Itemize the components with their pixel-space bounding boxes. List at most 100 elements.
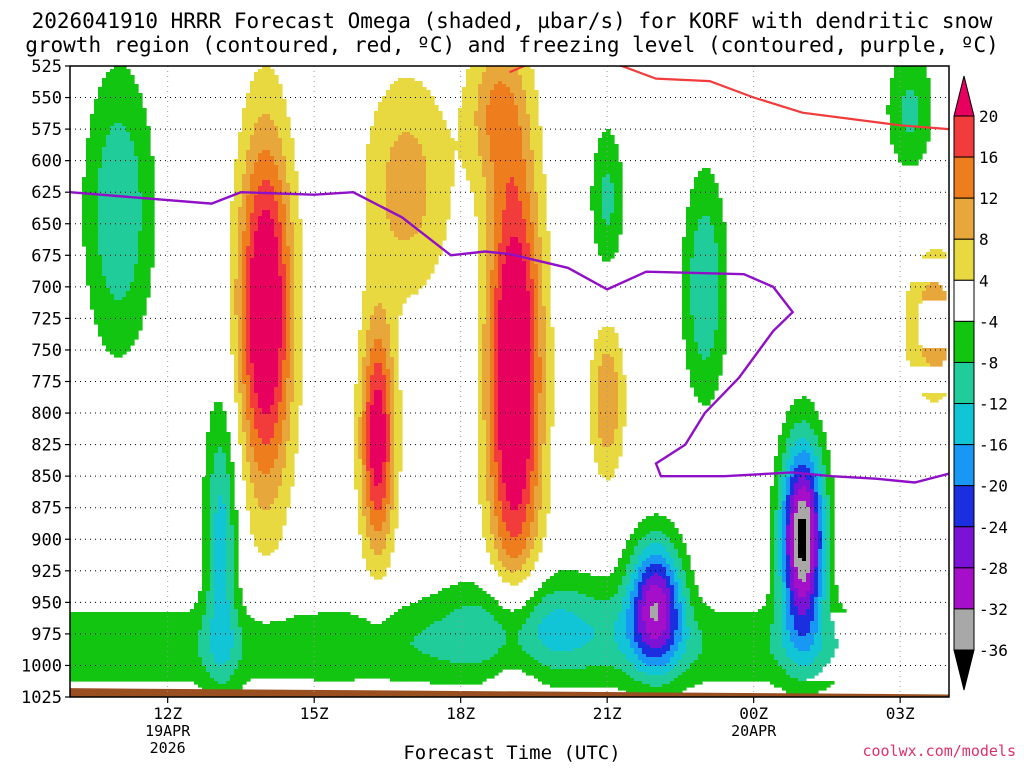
omega-cell xyxy=(498,330,531,334)
omega-cell xyxy=(394,396,403,400)
omega-cell xyxy=(214,531,227,535)
omega-cell xyxy=(210,489,231,493)
omega-cell xyxy=(374,399,383,403)
omega-cell xyxy=(286,225,295,229)
omega-cell xyxy=(606,129,611,133)
omega-cell xyxy=(134,153,151,157)
omega-cell xyxy=(534,294,539,298)
omega-cell xyxy=(234,312,243,316)
omega-cell xyxy=(894,66,927,70)
omega-cell xyxy=(394,492,399,496)
omega-cell xyxy=(478,273,487,277)
omega-cell xyxy=(542,252,551,256)
omega-cell xyxy=(226,465,235,469)
omega-cell xyxy=(502,579,523,583)
omega-cell xyxy=(242,186,251,190)
omega-cell xyxy=(274,162,287,166)
omega-cell xyxy=(98,90,139,94)
omega-cell xyxy=(254,246,279,250)
omega-cell xyxy=(822,576,827,580)
omega-cell xyxy=(598,378,619,382)
omega-cell xyxy=(366,270,435,274)
omega-cell xyxy=(250,465,259,469)
omega-cell xyxy=(278,174,287,178)
omega-cell xyxy=(242,255,247,259)
omega-cell xyxy=(274,387,283,391)
omega-cell xyxy=(86,162,103,166)
omega-cell xyxy=(426,171,455,175)
omega-cell xyxy=(818,540,823,544)
omega-cell xyxy=(294,315,303,319)
omega-cell xyxy=(614,570,627,574)
omega-cell xyxy=(494,213,503,217)
omega-cell xyxy=(86,264,103,268)
omega-cell xyxy=(394,378,399,382)
omega-cell xyxy=(486,129,523,133)
omega-cell xyxy=(718,246,727,250)
omega-cell xyxy=(922,297,947,301)
omega-cell xyxy=(818,483,823,487)
omega-cell xyxy=(282,420,291,424)
omega-cell xyxy=(498,282,503,286)
omega-cell xyxy=(686,603,691,607)
omega-cell xyxy=(482,363,491,367)
omega-cell xyxy=(366,435,371,439)
omega-cell xyxy=(694,234,715,238)
omega-cell xyxy=(498,471,503,475)
omega-cell xyxy=(786,450,791,454)
omega-cell xyxy=(546,321,551,325)
omega-cell xyxy=(490,531,499,535)
omega-cell xyxy=(206,438,231,442)
omega-cell xyxy=(366,411,371,415)
omega-cell xyxy=(490,270,499,274)
omega-cell xyxy=(286,384,295,388)
omega-cell xyxy=(774,513,779,517)
omega-cell xyxy=(230,342,239,346)
omega-cell xyxy=(590,207,603,211)
omega-cell xyxy=(366,258,439,262)
omega-cell xyxy=(494,426,499,430)
omega-cell xyxy=(686,624,699,628)
omega-cell xyxy=(290,408,299,412)
omega-cell xyxy=(254,252,279,256)
omega-cell xyxy=(390,531,395,535)
omega-cell xyxy=(542,618,583,622)
omega-cell xyxy=(626,585,635,589)
omega-cell xyxy=(498,402,531,406)
omega-cell xyxy=(246,165,255,169)
omega-cell xyxy=(818,555,823,559)
omega-cell xyxy=(478,222,487,226)
omega-cell xyxy=(482,168,495,172)
omega-cell xyxy=(530,372,535,376)
omega-cell xyxy=(234,381,239,385)
omega-cell xyxy=(358,519,367,523)
omega-cell xyxy=(282,198,291,202)
omega-cell xyxy=(422,222,447,226)
omega-cell xyxy=(782,615,787,619)
omega-cell xyxy=(70,612,207,616)
omega-cell xyxy=(798,549,807,553)
omega-shading xyxy=(70,66,949,697)
omega-cell xyxy=(522,624,539,628)
omega-cell xyxy=(494,456,503,460)
omega-cell xyxy=(490,93,515,97)
omega-cell xyxy=(234,597,243,601)
omega-cell xyxy=(830,525,835,529)
omega-cell xyxy=(370,390,375,394)
omega-cell xyxy=(362,507,371,511)
omega-cell xyxy=(478,399,483,403)
omega-cell xyxy=(698,627,771,631)
omega-cell xyxy=(490,333,495,337)
omega-cell xyxy=(526,186,535,190)
omega-cell xyxy=(294,381,303,385)
omega-cell xyxy=(530,363,535,367)
omega-cell xyxy=(674,585,679,589)
omega-cell xyxy=(250,183,263,187)
omega-cell xyxy=(782,564,787,568)
omega-cell xyxy=(290,303,295,307)
omega-cell xyxy=(522,84,535,88)
omega-cell xyxy=(498,426,531,430)
omega-cell xyxy=(486,423,491,427)
omega-cell xyxy=(534,165,543,169)
omega-cell xyxy=(542,264,551,268)
